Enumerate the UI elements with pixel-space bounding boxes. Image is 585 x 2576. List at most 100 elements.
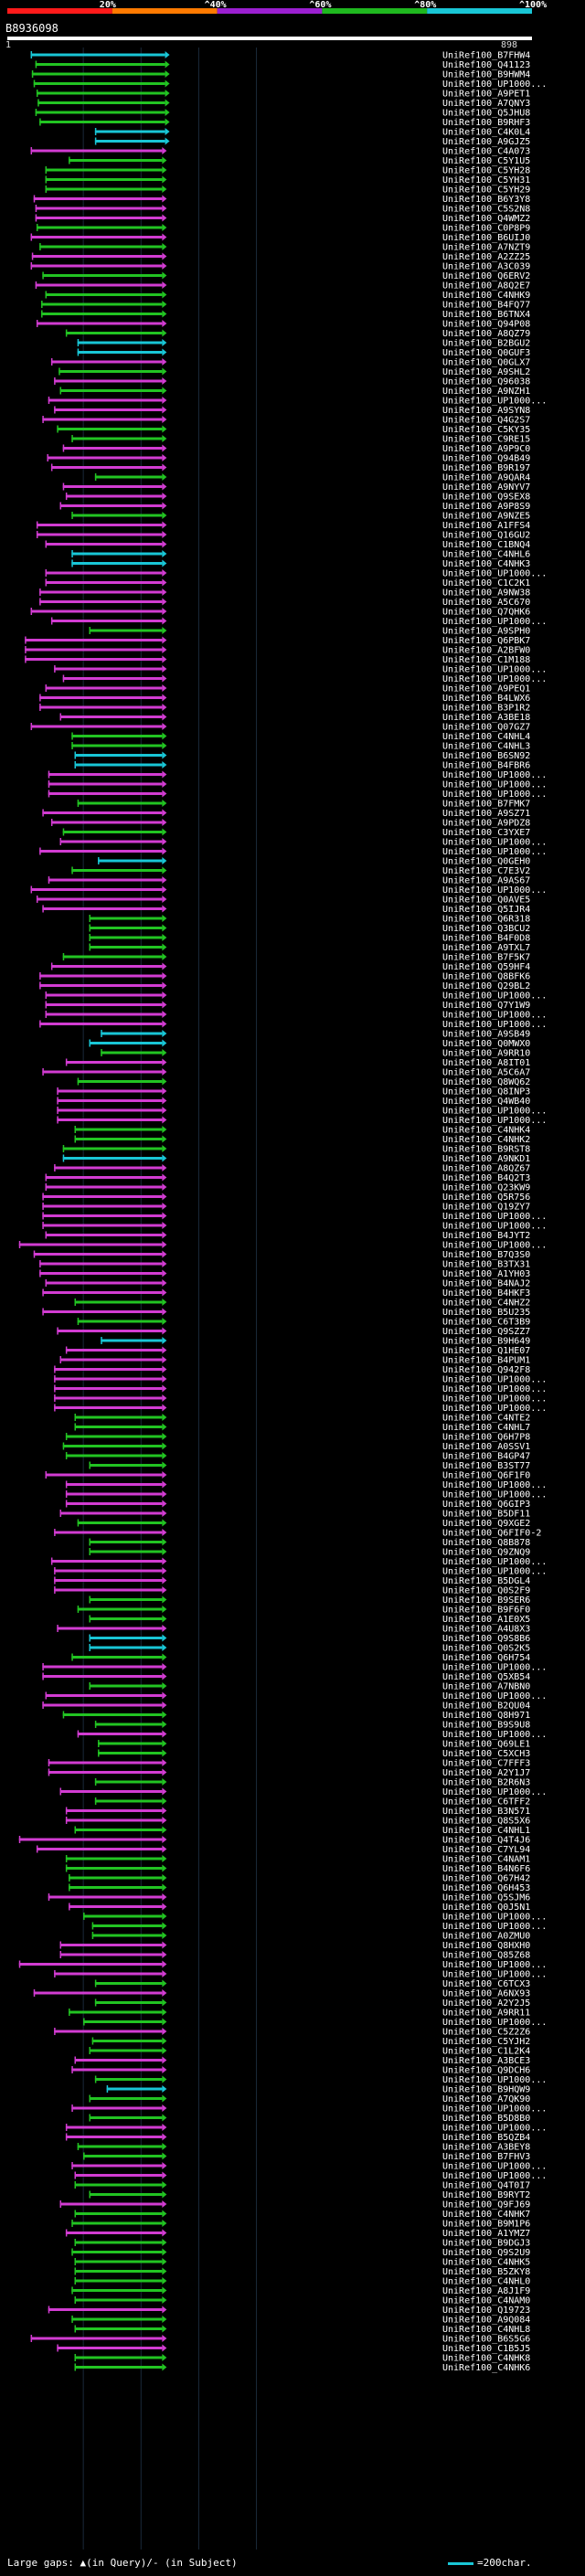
hit-label[interactable]: UniRef100_C4A073 [442, 147, 530, 157]
hit-row[interactable]: UniRef100_A9SZ71 [42, 809, 530, 819]
hit-row[interactable]: UniRef100_A6NX93 [33, 1989, 531, 1999]
hit-bar[interactable] [39, 696, 163, 699]
hit-label[interactable]: UniRef100_B9RYT2 [442, 2190, 530, 2200]
hit-bar[interactable] [35, 217, 163, 219]
hit-row[interactable]: UniRef100_Q9DCH6 [71, 2066, 530, 2076]
hit-row[interactable]: UniRef100_Q6H453 [69, 1883, 530, 1893]
hit-bar[interactable] [30, 610, 163, 613]
hit-bar[interactable] [42, 274, 163, 277]
hit-bar[interactable] [71, 437, 163, 440]
hit-row[interactable]: UniRef100_B9RHF3 [39, 118, 530, 128]
hit-label[interactable]: UniRef100_Q6ERV2 [442, 271, 530, 281]
hit-row[interactable]: UniRef100_B4GP47 [65, 1452, 530, 1462]
hit-label[interactable]: UniRef100_Q7QHK6 [442, 608, 530, 618]
hit-label[interactable]: UniRef100_C6TFF2 [442, 1797, 530, 1807]
hit-label[interactable]: UniRef100_UP1000... [442, 1922, 547, 1932]
hit-bar[interactable] [65, 1818, 163, 1822]
hit-label[interactable]: UniRef100_C0P8P9 [442, 224, 530, 234]
hit-bar[interactable] [42, 907, 163, 910]
hit-label[interactable]: UniRef100_UP1000... [442, 1222, 547, 1232]
hit-bar[interactable] [54, 408, 163, 411]
hit-row[interactable]: UniRef100_UP1000... [48, 770, 548, 780]
hit-label[interactable]: UniRef100_A3BEY8 [442, 2143, 530, 2153]
hit-row[interactable]: UniRef100_UP1000... [54, 1375, 547, 1385]
hit-row[interactable]: UniRef100_A9NZH1 [59, 387, 531, 397]
hit-bar[interactable] [42, 1070, 163, 1074]
hit-label[interactable]: UniRef100_B3TX31 [442, 1260, 530, 1270]
hit-bar[interactable] [30, 725, 163, 728]
hit-label[interactable]: UniRef100_A9PEQ1 [442, 684, 530, 694]
hit-bar[interactable] [57, 1108, 163, 1112]
hit-label[interactable]: UniRef100_A2ZZ25 [442, 252, 530, 262]
hit-row[interactable]: UniRef100_B9HQW9 [106, 2085, 531, 2095]
hit-bar[interactable] [36, 533, 163, 536]
hit-bar[interactable] [45, 1003, 163, 1006]
hit-label[interactable]: UniRef100_UP1000... [442, 847, 547, 857]
hit-label[interactable]: UniRef100_Q4T4J6 [442, 1836, 530, 1846]
hit-label[interactable]: UniRef100_Q9DCH6 [442, 2066, 530, 2076]
hit-bar[interactable] [45, 178, 163, 181]
hit-bar[interactable] [65, 1435, 163, 1438]
hit-row[interactable]: UniRef100_Q96038 [54, 377, 530, 387]
hit-bar[interactable] [69, 1876, 163, 1880]
hit-label[interactable]: UniRef100_UP1000... [442, 1480, 547, 1490]
hit-bar[interactable] [62, 955, 163, 959]
hit-label[interactable]: UniRef100_C4NHL3 [442, 742, 530, 752]
hit-label[interactable]: UniRef100_B5D8B0 [442, 2114, 530, 2124]
hit-row[interactable]: UniRef100_B6SN92 [74, 751, 531, 761]
hit-row[interactable]: UniRef100_UP1000... [65, 2124, 547, 2134]
hit-row[interactable]: UniRef100_C1M188 [25, 655, 530, 665]
hit-bar[interactable] [62, 831, 163, 833]
hit-row[interactable]: UniRef100_UP1000... [42, 1212, 547, 1222]
hit-row[interactable]: UniRef100_Q94B49 [47, 454, 530, 464]
hit-row[interactable]: UniRef100_Q8B878 [89, 1538, 530, 1548]
hit-bar[interactable] [59, 840, 163, 843]
hit-bar[interactable] [89, 927, 163, 929]
hit-label[interactable]: UniRef100_A9SPH0 [442, 627, 530, 637]
hit-bar[interactable] [83, 2155, 163, 2157]
hit-label[interactable]: UniRef100_UP1000... [442, 2162, 547, 2172]
hit-row[interactable]: UniRef100_C4NHL4 [71, 732, 530, 742]
hit-bar[interactable] [89, 1617, 163, 1620]
hit-label[interactable]: UniRef100_C3YXE7 [442, 828, 530, 838]
hit-label[interactable]: UniRef100_C4NHL1 [442, 1826, 530, 1836]
hit-row[interactable]: UniRef100_UP1000... [59, 838, 548, 848]
hit-row[interactable]: UniRef100_Q67H42 [69, 1874, 530, 1884]
hit-row[interactable]: UniRef100_B7FHW4 [30, 51, 531, 61]
hit-label[interactable]: UniRef100_A7NZT9 [442, 243, 530, 253]
hit-label[interactable]: UniRef100_C4NHK7 [442, 2210, 530, 2220]
hit-row[interactable]: UniRef100_UP1000... [83, 1913, 547, 1923]
hit-label[interactable]: UniRef100_A6NX93 [442, 1989, 530, 1999]
hit-row[interactable]: UniRef100_C5YH31 [45, 175, 531, 186]
hit-bar[interactable] [74, 763, 163, 767]
hit-bar[interactable] [77, 1733, 163, 1735]
hit-bar[interactable] [30, 888, 163, 891]
hit-label[interactable]: UniRef100_Q96038 [442, 377, 530, 387]
hit-row[interactable]: UniRef100_Q0S2K5 [89, 1644, 530, 1654]
hit-label[interactable]: UniRef100_Q0GEH0 [442, 857, 530, 867]
hit-label[interactable]: UniRef100_B6S5G6 [442, 2335, 530, 2345]
hit-label[interactable]: UniRef100_UP1000... [442, 780, 547, 790]
hit-bar[interactable] [89, 1598, 163, 1601]
hit-row[interactable]: UniRef100_UP1000... [39, 1020, 547, 1030]
hit-label[interactable]: UniRef100_A8QZ67 [442, 1164, 530, 1174]
hit-row[interactable]: UniRef100_A0ZMU0 [91, 1932, 531, 1942]
hit-bar[interactable] [42, 1204, 163, 1208]
hit-row[interactable]: UniRef100_Q23KW9 [45, 1183, 531, 1193]
hit-label[interactable]: UniRef100_A8J1F9 [442, 2286, 530, 2296]
hit-row[interactable]: UniRef100_C4NHK3 [71, 559, 530, 569]
hit-bar[interactable] [69, 1886, 163, 1889]
hit-row[interactable]: UniRef100_C4NAM0 [74, 2296, 531, 2306]
hit-label[interactable]: UniRef100_Q4WB40 [442, 1097, 530, 1107]
hit-label[interactable]: UniRef100_UP1000... [442, 617, 547, 627]
hit-row[interactable]: UniRef100_Q7QHK6 [30, 608, 531, 618]
hit-row[interactable]: UniRef100_A8QZ79 [65, 329, 530, 339]
hit-label[interactable]: UniRef100_B9F6F0 [442, 1606, 530, 1616]
hit-row[interactable]: UniRef100_B4N6F6 [65, 1864, 530, 1874]
hit-label[interactable]: UniRef100_Q7Y1W9 [442, 1001, 530, 1011]
hit-row[interactable]: UniRef100_C1C2K1 [45, 578, 531, 588]
hit-bar[interactable] [74, 2327, 163, 2330]
hit-bar[interactable] [45, 1694, 163, 1697]
hit-row[interactable]: UniRef100_A1YMZ7 [65, 2229, 530, 2239]
hit-row[interactable]: UniRef100_C1BNQ4 [45, 540, 531, 550]
